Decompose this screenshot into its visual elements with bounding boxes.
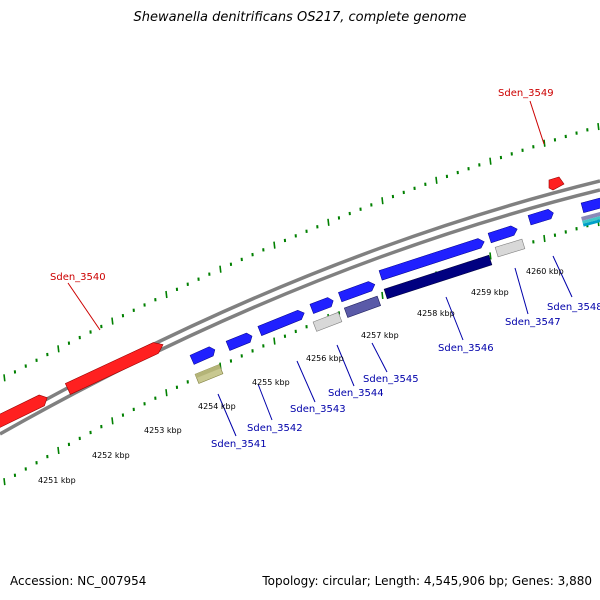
gene-blue-arrow-3[interactable] bbox=[257, 308, 306, 336]
tick-label-4258: 4258 kbp bbox=[417, 309, 455, 318]
inner-tick-dots bbox=[3, 218, 600, 486]
outer-tick-mark bbox=[381, 197, 384, 205]
gene-label-sden-3540[interactable]: Sden_3540 bbox=[50, 272, 106, 283]
tick-label-4260: 4260 kbp bbox=[526, 267, 564, 276]
gene-sden-3545-block[interactable] bbox=[343, 295, 382, 318]
inner-tick-mark bbox=[3, 478, 6, 486]
outer-tick-mark bbox=[327, 218, 330, 226]
inner-tick-mark bbox=[381, 291, 384, 300]
outer-tick-mark bbox=[273, 241, 276, 249]
tick-label-4253: 4253 kbp bbox=[144, 426, 182, 435]
gene-label-sden-3545[interactable]: Sden_3545 bbox=[363, 374, 419, 385]
outer-tick-mark bbox=[111, 317, 114, 325]
leader-sden-3544 bbox=[336, 344, 355, 387]
gene-left-red-arrow[interactable] bbox=[0, 392, 50, 430]
gene-blue-arrow-8[interactable] bbox=[527, 208, 555, 226]
outer-tick-mark bbox=[597, 123, 600, 131]
inner-tick-mark bbox=[273, 337, 276, 345]
tick-label-4257: 4257 kbp bbox=[361, 331, 399, 340]
gene-label-sden-3542[interactable]: Sden_3542 bbox=[247, 423, 303, 434]
outer-tick-mark bbox=[219, 265, 222, 273]
gene-blue-arrow-2[interactable] bbox=[225, 331, 254, 351]
gene-label-sden-3548[interactable]: Sden_3548 bbox=[547, 302, 600, 313]
leader-sden-3542 bbox=[257, 383, 273, 421]
gene-blue-arrow-5[interactable] bbox=[338, 280, 376, 303]
gene-blue-arrow-1[interactable] bbox=[189, 345, 217, 365]
genome-backbone-upper bbox=[0, 179, 600, 427]
gene-sden-3549-arrow[interactable] bbox=[548, 176, 565, 191]
tick-label-4251: 4251 kbp bbox=[38, 476, 76, 485]
outer-tick-mark bbox=[57, 345, 60, 353]
gene-blue-arrow-7[interactable] bbox=[487, 224, 519, 244]
leader-sden-3549 bbox=[529, 100, 545, 145]
inner-tick-mark bbox=[489, 252, 492, 260]
gene-sden-3546-block[interactable] bbox=[383, 254, 493, 300]
inner-tick-mark bbox=[543, 234, 546, 243]
gene-label-sden-3547[interactable]: Sden_3547 bbox=[505, 317, 561, 328]
leader-sden-3546 bbox=[445, 296, 464, 341]
outer-tick-mark bbox=[489, 157, 492, 165]
leader-sden-3543 bbox=[296, 360, 316, 403]
inner-tick-mark bbox=[165, 389, 168, 397]
tick-label-4254: 4254 kbp bbox=[198, 402, 236, 411]
gene-sden-3540-arrow[interactable] bbox=[64, 339, 165, 395]
outer-tick-mark bbox=[165, 290, 168, 299]
leader-sden-3548 bbox=[552, 255, 573, 298]
gene-sden-3544-block[interactable] bbox=[312, 311, 343, 332]
tick-label-4256: 4256 kbp bbox=[306, 354, 344, 363]
gene-sden-3548-block[interactable] bbox=[581, 211, 600, 227]
genome-summary-text: Topology: circular; Length: 4,545,906 bp… bbox=[262, 574, 592, 588]
accession-text: Accession: NC_007954 bbox=[10, 574, 147, 588]
gene-sden-3547-block[interactable] bbox=[494, 238, 526, 258]
outer-tick-mark bbox=[543, 139, 546, 147]
inner-tick-mark bbox=[111, 417, 114, 425]
tick-label-4259: 4259 kbp bbox=[471, 288, 509, 297]
gene-sden-3541-block[interactable] bbox=[194, 364, 224, 384]
gene-label-sden-3549[interactable]: Sden_3549 bbox=[498, 88, 554, 99]
gene-label-sden-3543[interactable]: Sden_3543 bbox=[290, 404, 346, 415]
outer-tick-dots bbox=[3, 123, 600, 382]
leader-sden-3540 bbox=[67, 282, 101, 331]
gene-label-sden-3541[interactable]: Sden_3541 bbox=[211, 439, 267, 450]
leader-sden-3547 bbox=[514, 267, 529, 315]
leader-sden-3545 bbox=[371, 342, 388, 373]
gene-blue-arrow-4[interactable] bbox=[309, 296, 335, 314]
gene-label-sden-3546[interactable]: Sden_3546 bbox=[438, 343, 494, 354]
outer-tick-mark bbox=[435, 176, 438, 184]
gene-blue-arrow-6[interactable] bbox=[378, 237, 486, 281]
tick-label-4255: 4255 kbp bbox=[252, 378, 290, 387]
leader-sden-3541 bbox=[217, 393, 237, 437]
inner-tick-mark bbox=[57, 446, 60, 455]
tick-label-4252: 4252 kbp bbox=[92, 451, 130, 460]
outer-tick-mark bbox=[3, 374, 6, 382]
map-title: Shewanella denitrificans OS217, complete… bbox=[133, 10, 467, 25]
gene-label-sden-3544[interactable]: Sden_3544 bbox=[328, 388, 384, 399]
gene-blue-arrow-9[interactable] bbox=[580, 196, 600, 213]
